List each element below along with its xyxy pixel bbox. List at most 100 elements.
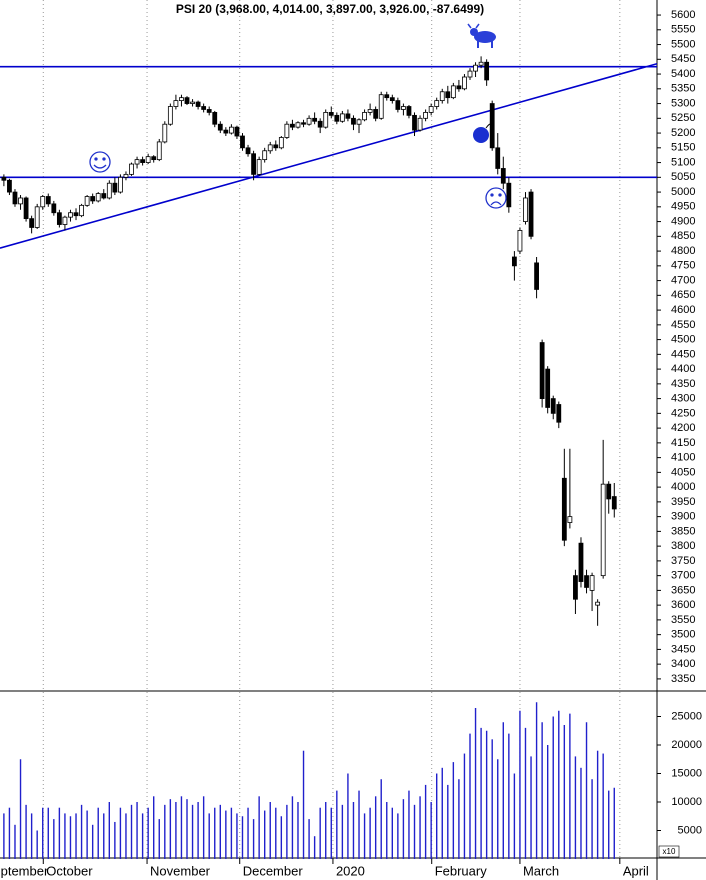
candle-body: [534, 262, 539, 290]
candle-body: [373, 109, 379, 119]
y-tick-label: 5500: [671, 38, 695, 50]
candle-body: [467, 70, 473, 78]
candle-body: [367, 109, 373, 113]
y-tick-label: 4100: [671, 452, 695, 464]
candle-body: [528, 191, 534, 237]
y-tick-label: 5400: [671, 68, 695, 80]
candle-body: [212, 112, 218, 125]
y-tick-label: 3900: [671, 511, 695, 523]
candle-body: [450, 85, 456, 99]
candle-body: [23, 197, 29, 220]
candle-body: [384, 94, 390, 99]
x-tick-label: March: [523, 863, 559, 878]
candle-body: [589, 575, 595, 591]
y-tick-label: 3500: [671, 629, 695, 641]
chart-title: PSI 20 (3,968.00, 4,014.00, 3,897.00, 3,…: [176, 2, 484, 16]
candle-body: [156, 141, 162, 161]
candle-body: [267, 144, 273, 152]
y-tick-label: 3650: [671, 584, 695, 596]
x-tick-label: 2020: [336, 863, 365, 878]
plot-area: SeptemberOctober November December 2020 Febr…: [0, 0, 657, 878]
candle-body: [606, 483, 612, 500]
candle-body: [251, 153, 256, 175]
y-tick-label: 4250: [671, 407, 695, 419]
candle-body: [595, 601, 601, 606]
trend-line: [0, 62, 657, 249]
candle-body: [323, 112, 329, 128]
y-tick-label: 4600: [671, 304, 695, 316]
candle-body: [7, 179, 12, 193]
candle-body: [489, 103, 495, 149]
y-tick-label: 3550: [671, 614, 695, 626]
candle-body: [12, 191, 18, 205]
candle-body: [412, 114, 417, 131]
y-tick-label: 10000: [671, 796, 702, 808]
candle-body: [262, 150, 268, 161]
candle-body: [406, 106, 412, 116]
y-tick-label: 4750: [671, 260, 695, 272]
candle-body: [290, 123, 295, 128]
candle-body: [245, 147, 251, 155]
y-tick-label: 3850: [671, 525, 695, 537]
candle-body: [206, 109, 212, 113]
x-tick-label: December: [243, 863, 304, 878]
y-tick-label: 5350: [671, 83, 695, 95]
y-tick-label: 5000: [678, 824, 702, 836]
y-tick-label: 3600: [671, 599, 695, 611]
y-tick-label: 4050: [671, 466, 695, 478]
candle-body: [478, 61, 484, 66]
candle-body: [95, 193, 101, 202]
candle-body: [151, 156, 157, 161]
candle-body: [62, 216, 68, 225]
candle-body: [312, 117, 318, 122]
y-tick-label: 20000: [671, 739, 702, 751]
y-tick-label: 4300: [671, 393, 695, 405]
candle-body: [145, 156, 151, 163]
candle-body: [506, 182, 512, 208]
candle-body: [234, 126, 240, 137]
y-tick-label: 4450: [671, 348, 695, 360]
candle-body: [545, 368, 551, 408]
candle-body: [173, 100, 179, 107]
candle-body: [68, 212, 73, 218]
candle-body: [34, 206, 40, 228]
y-tick-label: 15000: [671, 767, 702, 779]
y-tick-label: 5200: [671, 127, 695, 139]
candle-body: [306, 117, 312, 125]
unit-box: [658, 845, 680, 858]
y-tick-label: 3350: [671, 673, 695, 685]
candle-body: [456, 85, 462, 90]
candle-body: [201, 106, 207, 110]
candle-body: [179, 97, 184, 102]
y-tick-label: 4350: [671, 378, 695, 390]
candle-body: [1, 176, 7, 181]
candle-body: [584, 575, 589, 588]
candle-body: [123, 173, 129, 178]
y-tick-label: 5600: [671, 9, 695, 21]
candle-body: [428, 106, 434, 113]
y-tick-label: 25000: [671, 710, 702, 722]
candle-body: [417, 117, 423, 131]
candle-body: [561, 477, 567, 541]
y-tick-label: 4650: [671, 289, 695, 301]
candle-body: [434, 100, 440, 107]
y-tick-label: 4850: [671, 230, 695, 242]
candle-body: [90, 196, 96, 202]
bomb-icon: [473, 123, 495, 143]
candle-body: [445, 91, 451, 99]
candle-body: [284, 123, 290, 138]
candle-body: [539, 342, 545, 400]
y-tick-label: 5150: [671, 142, 695, 154]
candle-body: [556, 404, 562, 423]
candle-body: [40, 196, 46, 208]
candle-body: [162, 123, 168, 143]
candle-body: [351, 117, 356, 125]
candle-body: [51, 203, 57, 214]
candle-body: [118, 176, 123, 193]
candle-body: [184, 97, 190, 104]
bull-icon: [467, 23, 496, 48]
candle-body: [112, 182, 118, 193]
volume-unit-label: x10: [663, 847, 676, 856]
